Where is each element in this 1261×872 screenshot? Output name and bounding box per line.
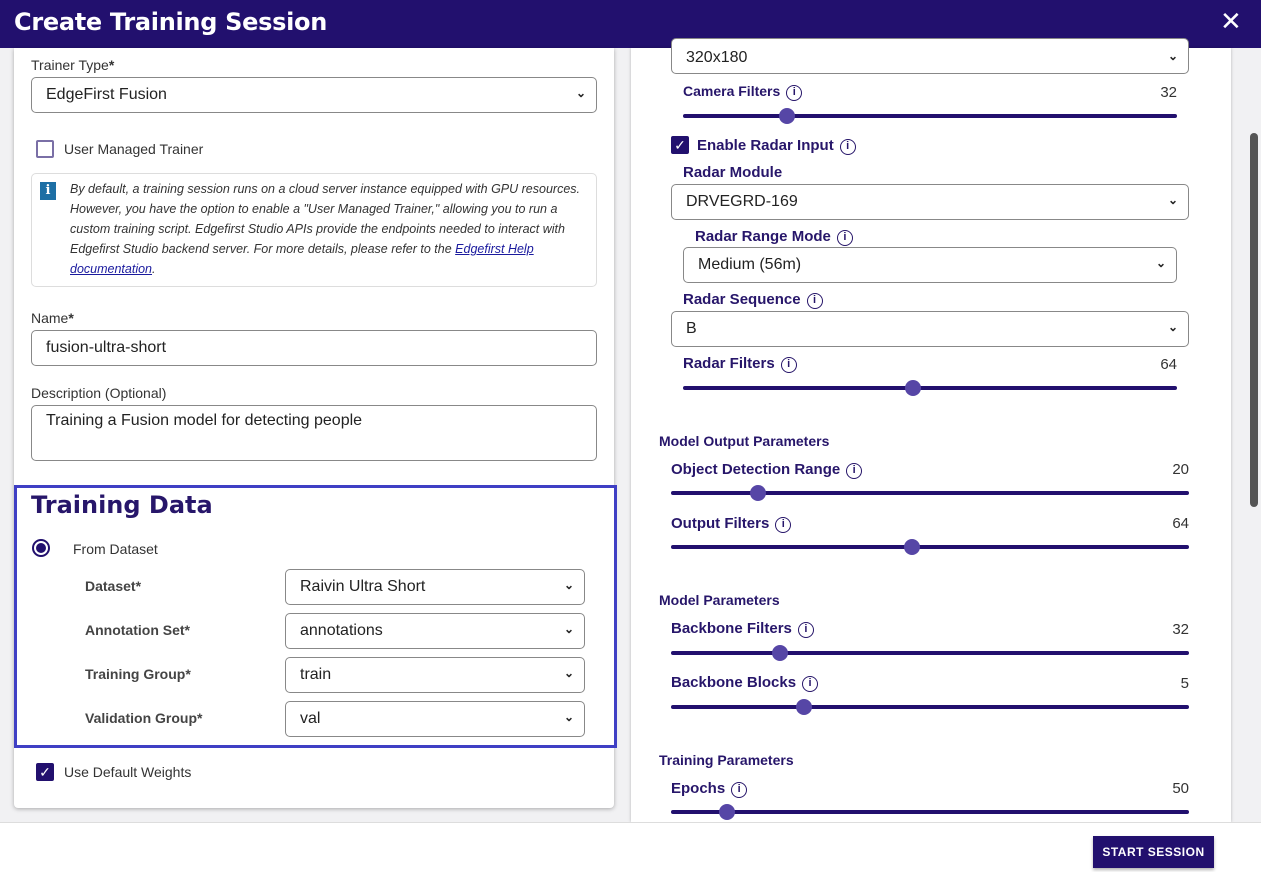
info-icon[interactable]: i: [786, 85, 803, 101]
chevron-down-icon: ⌄: [563, 666, 574, 680]
validation-group-select[interactable]: val ⌄: [285, 701, 585, 737]
slider-thumb[interactable]: [903, 539, 920, 555]
camera-filters-label: Camera Filters i: [683, 83, 803, 101]
dialog-header: Create Training Session ✕: [0, 0, 1261, 48]
radar-filters-label: Radar Filters i: [683, 355, 797, 373]
backbone-filters-slider[interactable]: [671, 645, 1189, 661]
radar-range-label: Radar Range Mode i: [695, 228, 853, 246]
dataset-label: Dataset*: [85, 578, 142, 594]
default-weights-label: Use Default Weights: [64, 764, 192, 780]
model-output-title: Model Output Parameters: [659, 433, 830, 449]
scrollbar[interactable]: [1250, 133, 1258, 507]
training-params-title: Training Parameters: [659, 752, 794, 768]
user-managed-checkbox[interactable]: [36, 140, 54, 158]
radar-filters-value: 64: [1160, 356, 1177, 373]
info-icon[interactable]: i: [846, 463, 863, 479]
description-textarea[interactable]: Training a Fusion model for detecting pe…: [31, 405, 597, 461]
resolution-select[interactable]: 320x180 ⌄: [671, 38, 1189, 74]
info-icon[interactable]: i: [802, 676, 819, 692]
object-range-value: 20: [1172, 461, 1189, 478]
close-icon[interactable]: ✕: [1220, 6, 1242, 36]
trainer-type-label: Trainer Type*: [31, 57, 115, 73]
info-icon[interactable]: i: [797, 622, 814, 638]
object-range-slider[interactable]: [671, 485, 1189, 501]
dialog-footer: [0, 822, 1261, 872]
object-range-label: Object Detection Range i: [671, 461, 863, 479]
chevron-down-icon: ⌄: [575, 86, 586, 100]
camera-filters-slider[interactable]: [683, 108, 1177, 124]
radar-module-label: Radar Module: [683, 164, 783, 181]
chevron-down-icon: ⌄: [1167, 49, 1178, 63]
info-icon[interactable]: i: [806, 293, 823, 309]
name-input[interactable]: fusion-ultra-short: [31, 330, 597, 366]
info-icon[interactable]: i: [780, 357, 797, 373]
training-data-title: Training Data: [31, 491, 213, 519]
backbone-blocks-value: 5: [1180, 675, 1189, 692]
backbone-blocks-label: Backbone Blocks i: [671, 674, 819, 692]
output-filters-slider[interactable]: [671, 539, 1189, 555]
epochs-value: 50: [1172, 780, 1189, 797]
slider-thumb[interactable]: [771, 645, 788, 661]
slider-thumb[interactable]: [904, 380, 921, 396]
info-icon[interactable]: i: [775, 517, 792, 533]
slider-thumb[interactable]: [796, 699, 813, 715]
from-dataset-radio[interactable]: [32, 539, 50, 557]
info-icon[interactable]: i: [836, 230, 853, 246]
radar-sequence-label: Radar Sequence i: [683, 291, 823, 309]
right-panel: 320x180 ⌄ Camera Filters i 32 ✓ Enable Rad…: [631, 38, 1231, 822]
output-filters-label: Output Filters i: [671, 515, 792, 533]
training-group-select[interactable]: train ⌄: [285, 657, 585, 693]
default-weights-checkbox[interactable]: ✓: [36, 763, 54, 781]
slider-thumb[interactable]: [718, 804, 735, 820]
annotation-set-label: Annotation Set*: [85, 622, 190, 638]
chevron-down-icon: ⌄: [1155, 256, 1166, 270]
backbone-blocks-slider[interactable]: [671, 699, 1189, 715]
enable-radar-label: Enable Radar Input i: [697, 137, 856, 155]
dataset-select[interactable]: Raivin Ultra Short ⌄: [285, 569, 585, 605]
slider-thumb[interactable]: [778, 108, 795, 124]
training-data-section: Training Data From Dataset Dataset* Raiv…: [14, 485, 617, 748]
user-managed-label: User Managed Trainer: [64, 141, 204, 157]
radar-filters-slider[interactable]: [683, 380, 1177, 396]
annotation-set-select[interactable]: annotations ⌄: [285, 613, 585, 649]
description-label: Description (Optional): [31, 385, 167, 401]
info-icon: i: [40, 182, 56, 200]
slider-thumb[interactable]: [750, 485, 767, 501]
backbone-filters-label: Backbone Filters i: [671, 620, 814, 638]
chevron-down-icon: ⌄: [1167, 320, 1178, 334]
info-text: By default, a training session runs on a…: [70, 182, 580, 276]
model-params-title: Model Parameters: [659, 592, 780, 608]
camera-filters-value: 32: [1160, 84, 1177, 101]
chevron-down-icon: ⌄: [563, 578, 574, 592]
validation-group-label: Validation Group*: [85, 710, 203, 726]
backbone-filters-value: 32: [1172, 621, 1189, 638]
epochs-slider[interactable]: [671, 804, 1189, 820]
help-link[interactable]: Edgefirst Help documentation: [70, 242, 534, 276]
start-session-button[interactable]: START SESSION: [1093, 836, 1214, 868]
chevron-down-icon: ⌄: [563, 710, 574, 724]
radar-range-select[interactable]: Medium (56m) ⌄: [683, 247, 1177, 283]
chevron-down-icon: ⌄: [1167, 193, 1178, 207]
enable-radar-checkbox[interactable]: ✓: [671, 136, 689, 154]
epochs-label: Epochs i: [671, 780, 748, 798]
left-panel: Trainer Type* EdgeFirst Fusion ⌄ User Man…: [14, 48, 617, 808]
radar-module-select[interactable]: DRVEGRD-169 ⌄: [671, 184, 1189, 220]
from-dataset-label: From Dataset: [73, 541, 158, 557]
info-icon[interactable]: i: [731, 782, 748, 798]
info-icon[interactable]: i: [839, 139, 856, 155]
name-label: Name*: [31, 310, 74, 326]
trainer-type-select[interactable]: EdgeFirst Fusion ⌄: [31, 77, 597, 113]
info-box: i By default, a training session runs on…: [31, 173, 597, 287]
chevron-down-icon: ⌄: [563, 622, 574, 636]
dialog-title: Create Training Session: [14, 8, 327, 36]
training-group-label: Training Group*: [85, 666, 191, 682]
output-filters-value: 64: [1172, 515, 1189, 532]
radar-sequence-select[interactable]: B ⌄: [671, 311, 1189, 347]
